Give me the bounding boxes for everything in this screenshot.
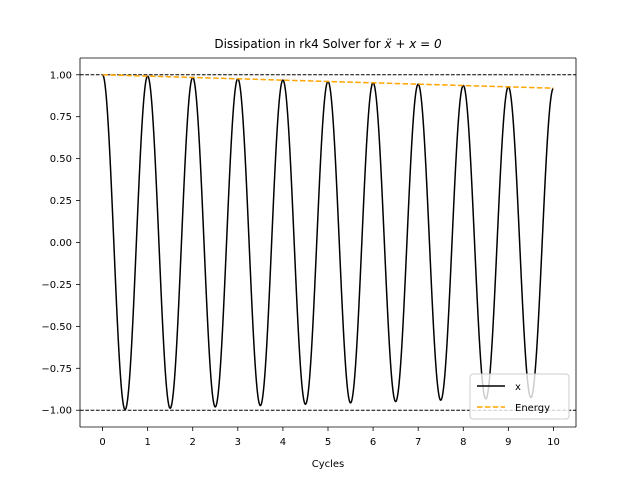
y-axis-ticks: 1.00 0.75 0.50 0.25 0.00 −0.25 −0.50 −0.75 −1.00	[41, 70, 80, 417]
y-tick-label: 0.75	[50, 112, 72, 123]
y-tick-label: −0.75	[41, 364, 72, 375]
y-tick-label: 0.50	[50, 154, 72, 165]
reference-lines	[80, 74, 576, 411]
y-tick-label: −1.00	[41, 406, 72, 417]
x-tick-label: 9	[505, 437, 511, 448]
x-tick-label: 4	[280, 437, 286, 448]
y-tick-label: −0.50	[41, 322, 72, 333]
y-tick-label: 0.00	[50, 238, 72, 249]
x-axis-ticks: 0 1 2 3 4 5 6 7 8 9 10	[99, 427, 560, 448]
x-tick-label: 8	[460, 437, 466, 448]
series-layer	[102, 74, 554, 411]
x-tick-label: 10	[547, 437, 560, 448]
y-tick-label: −0.25	[41, 280, 72, 291]
axes-frame	[79, 57, 577, 428]
x-tick-label: 6	[370, 437, 376, 448]
legend-label-energy: Energy	[515, 403, 550, 414]
x-tick-label: 5	[325, 437, 331, 448]
x-tick-label: 0	[99, 437, 105, 448]
chart-title-text: Dissipation in rk4 Solver for	[214, 37, 384, 51]
x-tick-label: 1	[144, 437, 150, 448]
y-tick-label: 0.25	[50, 196, 72, 207]
x-tick-label: 3	[235, 437, 241, 448]
chart-title-math: ẍ + x = 0	[383, 37, 442, 51]
chart-title: Dissipation in rk4 Solver for ẍ + x = 0	[214, 37, 442, 51]
legend-label-x: x	[515, 382, 521, 393]
x-axis-label: Cycles	[312, 459, 345, 470]
y-tick-label: 1.00	[50, 70, 72, 81]
legend: x Energy	[469, 373, 570, 420]
plot-background	[80, 58, 576, 427]
plot-area	[80, 58, 576, 427]
x-tick-label: 2	[190, 437, 196, 448]
series-line-energy	[102, 74, 554, 89]
x-tick-label: 7	[415, 437, 421, 448]
